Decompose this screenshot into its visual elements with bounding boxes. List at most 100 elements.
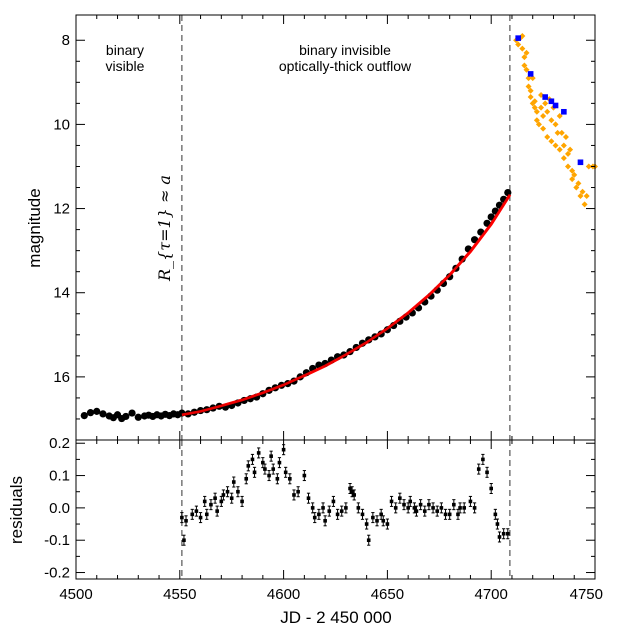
residual-point [209,502,213,507]
residual-point [323,519,327,523]
residual-point [339,509,344,513]
residual-point [364,522,369,526]
residual-point [306,496,311,500]
bottom-xtick-label: 4700 [475,586,508,603]
bottom-ytick-label: 0.0 [49,500,70,517]
top-panel-ticks: 8 10 12 14 16 [53,15,596,440]
bottom-xtick-label: 4650 [371,586,404,603]
obs-point [86,409,95,417]
annotation-left-line1: binary [106,42,144,58]
residual-point [431,506,435,510]
bottom-panel: -0.2 -0.1 0.0 0.1 0.2 4500 4550 4600 4650 4700 475… [7,435,603,627]
orange-point [515,41,522,48]
top-ytick-label: 16 [53,369,70,386]
obs-point [128,409,136,417]
residual-point [184,519,188,523]
residual-point [352,493,356,497]
residual-point [402,502,406,507]
orange-point [581,201,588,208]
orange-point [538,104,545,111]
residual-point [269,454,273,458]
fit-curve [181,193,512,417]
residual-point [317,512,321,517]
orange-point [552,121,559,128]
residual-point [202,499,207,504]
orange-point [575,180,582,187]
orange-point [556,146,563,153]
top-ytick-label: 12 [53,201,70,218]
blue-point [542,94,548,100]
orange-point [542,100,549,107]
residual-point [350,489,354,494]
annotation-left-line2: visible [106,58,145,74]
bottom-panel-ticks: -0.2 -0.1 0.0 0.1 0.2 4500 4550 4600 4650 4700 475… [44,435,603,603]
top-ytick-label: 10 [53,116,70,133]
orange-point [567,146,574,153]
residual-point [366,538,371,543]
bottom-ylabel: residuals [7,476,26,544]
residual-point [281,447,286,452]
orange-point [525,83,532,90]
obs-point [487,213,495,221]
orange-point [533,108,540,115]
bottom-xtick-label: 4750 [570,586,603,603]
orange-point [533,117,540,124]
residual-point [246,464,251,468]
orange-point [579,188,586,195]
orange-point [583,192,590,199]
obs-point [93,407,101,415]
residual-point [240,499,244,504]
obs-point [99,410,107,418]
bottom-ytick-label: -0.2 [44,565,70,582]
blue-point [561,108,567,115]
orange-point [521,62,528,69]
residual-point [267,473,271,478]
orange-point [569,167,576,174]
residual-point [476,467,481,471]
residual-point [458,506,462,510]
bottom-xtick-label: 4500 [59,586,92,603]
residual-point [331,499,336,504]
top-ytick-label: 8 [62,32,70,49]
residual-point [310,506,315,510]
orange-point [527,94,534,101]
residual-point [263,467,267,471]
residual-point [389,499,394,504]
orange-point [585,163,592,170]
orange-point [560,155,567,162]
residual-point [271,467,276,471]
residual-point [244,476,249,481]
blue-point [515,35,521,41]
top-panel: 8 10 12 14 16 magnitude binary visible binar… [25,14,598,441]
orange-point [554,129,561,136]
residual-point [414,509,419,513]
residual-point [250,457,255,462]
residual-point [495,522,500,526]
orange-point [535,121,542,128]
residual-point [472,506,477,510]
residual-point [219,499,224,504]
residual-point [418,502,423,507]
residual-point [456,512,460,517]
residual-point [288,476,292,481]
residual-point [312,515,317,520]
residual-point [371,515,375,520]
top-panel-frame [75,14,596,441]
residual-point [296,489,300,494]
blue-point [552,102,559,109]
orange-point [531,104,538,111]
orange-point [519,45,526,52]
orange-point [562,134,569,141]
residual-point [435,509,440,513]
residual-point [506,531,510,536]
bottom-xtick-label: 4550 [163,586,196,603]
residual-point [256,451,261,455]
residual-point [485,470,489,475]
residual-point [292,493,296,497]
blue-point [577,159,584,166]
orange-point [531,98,538,105]
orange-point [540,125,547,132]
residual-point [182,538,186,543]
residual-point [275,476,280,481]
blue-point [548,98,555,105]
